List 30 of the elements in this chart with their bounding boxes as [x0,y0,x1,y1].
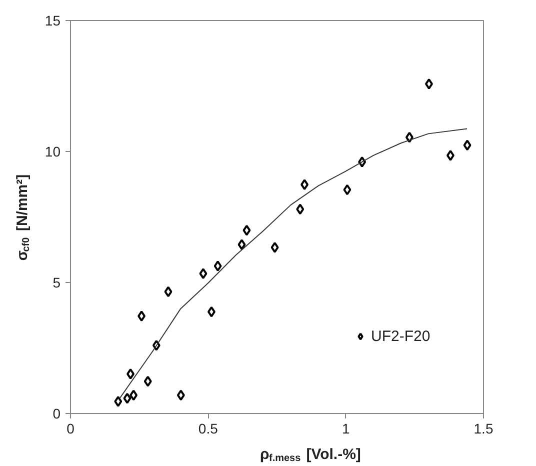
x-tick-label: 1 [342,420,350,436]
x-tick-label: 0.5 [198,420,218,436]
y-axis-title: σcf0 [N/mm²] [14,174,32,261]
point [446,150,454,161]
point [424,78,433,90]
point [164,286,172,298]
point [343,184,352,196]
x-tick-label: 1.5 [474,420,494,436]
y-tick-label: 15 [44,12,61,28]
point [296,204,304,215]
y-tick-label: 10 [44,144,61,160]
point [138,310,146,322]
y-tick-label: 0 [52,406,61,422]
point [300,179,309,190]
point [126,368,135,380]
point [207,306,216,318]
point [114,396,122,407]
point [130,390,138,401]
x-tick-label: 0 [66,420,75,436]
point [199,268,208,280]
point [463,140,472,151]
point [123,392,132,404]
point [214,260,222,272]
point [144,376,152,387]
point [176,390,185,401]
legend-label: UF2-F20 [371,328,430,345]
point [242,224,251,236]
y-tick-label: 5 [52,274,61,290]
point [238,239,246,250]
point [270,242,279,253]
